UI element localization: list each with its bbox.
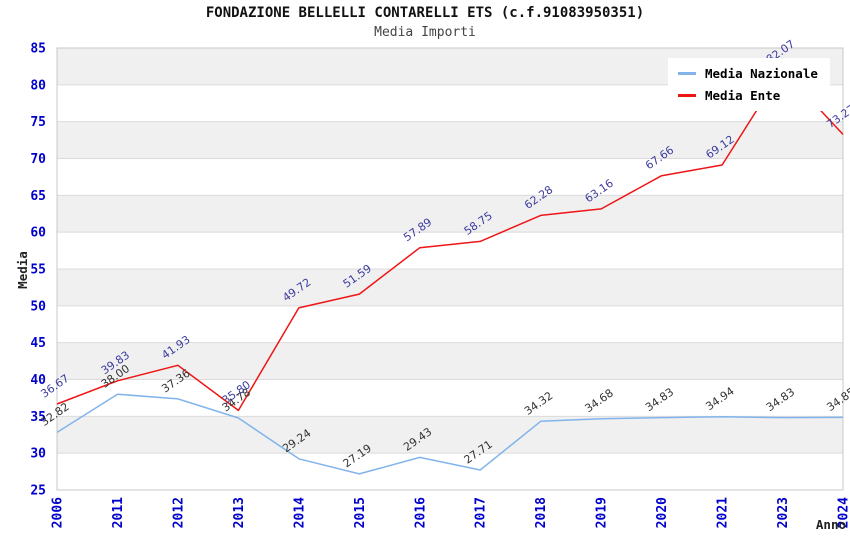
- y-tick-label: 70: [30, 152, 46, 167]
- legend-label: Media Ente: [705, 87, 781, 103]
- legend: Media Nazionale Media Ente: [668, 58, 830, 111]
- x-axis-title: Anno: [816, 517, 846, 532]
- y-tick-label: 45: [30, 336, 46, 351]
- x-tick-label-2023: 2023: [776, 497, 791, 528]
- y-tick-label: 75: [30, 115, 46, 130]
- x-tick-label-2015: 2015: [353, 497, 368, 528]
- plot-band: [57, 158, 843, 196]
- x-tick-label-2013: 2013: [232, 497, 247, 528]
- plot-band: [57, 195, 843, 233]
- plot-band: [57, 121, 843, 159]
- chart-subtitle: Media Importi: [374, 25, 476, 40]
- legend-line-icon: [678, 93, 696, 97]
- series-line-media-ente: [56, 68, 844, 412]
- plot-border: [56, 47, 844, 491]
- y-tick-label: 30: [30, 447, 46, 462]
- x-tick-label-2016: 2016: [413, 497, 428, 528]
- y-tick-label: 60: [30, 226, 46, 241]
- chart-title: FONDAZIONE BELLELLI CONTARELLI ETS (c.f.…: [205, 5, 645, 21]
- x-tick-label-2021: 2021: [716, 497, 731, 528]
- y-tick-label: 85: [30, 42, 46, 57]
- plot-band: [57, 305, 843, 343]
- series-line-media-nazionale: [56, 393, 844, 475]
- legend-item-media-ente: Media Ente: [678, 86, 818, 104]
- plot-band: [57, 416, 843, 454]
- x-tick-label-2006: 2006: [51, 497, 66, 528]
- y-tick-label: 50: [30, 299, 46, 314]
- legend-label: Media Nazionale: [705, 65, 818, 81]
- plot-band: [57, 269, 843, 306]
- x-tick-label-2012: 2012: [171, 497, 186, 528]
- plot-band: [57, 379, 843, 417]
- x-tick-label-2020: 2020: [655, 497, 670, 528]
- y-tick-label: 40: [30, 373, 46, 388]
- y-tick-label: 65: [30, 189, 46, 204]
- x-tick-label-2014: 2014: [292, 497, 307, 528]
- x-tick-label-2019: 2019: [595, 497, 610, 528]
- y-axis-title: Media: [15, 251, 30, 289]
- plot-band: [57, 232, 843, 269]
- y-tick-label: 25: [30, 484, 46, 499]
- y-tick-label: 35: [30, 410, 46, 425]
- x-tick-label-2017: 2017: [474, 497, 489, 528]
- x-tick-label-2011: 2011: [111, 497, 126, 528]
- y-tick-label: 55: [30, 263, 46, 278]
- y-tick-label: 80: [30, 78, 46, 93]
- x-tick-label-2018: 2018: [534, 497, 549, 528]
- legend-item-media-nazionale: Media Nazionale: [678, 64, 818, 82]
- legend-line-icon: [678, 71, 696, 75]
- x-tick-label-2024: 2024: [837, 497, 850, 528]
- plot-band: [57, 453, 843, 490]
